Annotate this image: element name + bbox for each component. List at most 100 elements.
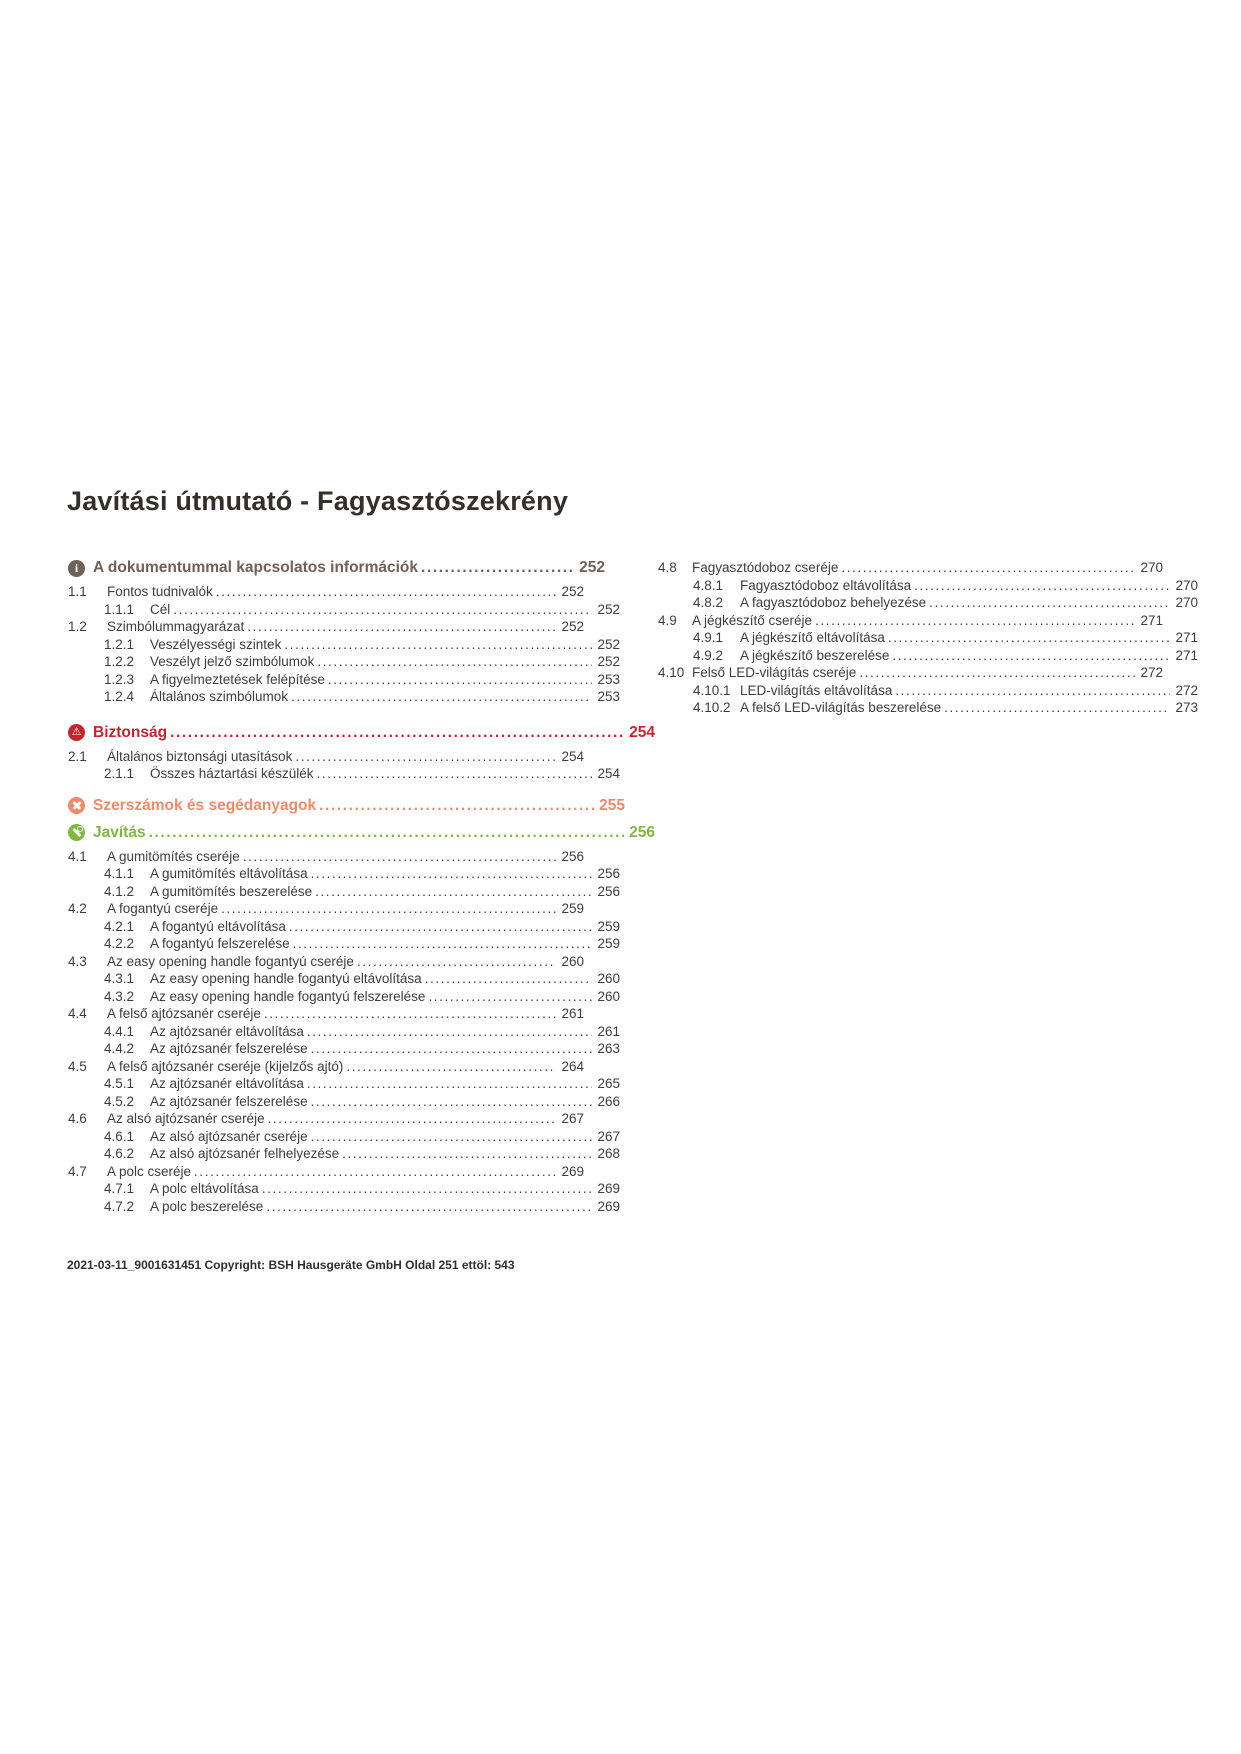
toc-entry-label: Az alsó ajtózsanér cseréje xyxy=(107,1111,265,1126)
dot-leader xyxy=(311,1093,593,1111)
dot-leader xyxy=(243,848,557,866)
toc-entry[interactable]: 1.2.1 Veszélyességi szintek 252 xyxy=(68,636,620,654)
toc-entry-page: 252 xyxy=(597,636,620,652)
toc-entry-label: A gumitömítés cseréje xyxy=(107,848,240,864)
toc-entry[interactable]: 4.2.2 A fogantyú felszerelése 259 xyxy=(68,935,620,953)
dot-leader xyxy=(293,935,593,953)
dot-leader xyxy=(295,748,556,766)
toc-entry[interactable]: 2.1.1 Összes háztartási készülék 254 xyxy=(68,765,620,783)
toc-entry[interactable]: 1.1.1 Cél 252 xyxy=(68,601,620,619)
toc-entry[interactable]: 4.8.1 Fagyasztódoboz eltávolítása 270 xyxy=(658,577,1198,595)
dot-leader xyxy=(268,1110,557,1128)
toc-entry[interactable]: 4.1.2 A gumitömítés beszerelése 256 xyxy=(68,883,620,901)
toc-entry-number: 4.2.1 xyxy=(104,918,135,934)
toc-entry[interactable]: 4.1.1 A gumitömítés eltávolítása 256 xyxy=(68,865,620,883)
toc-entry-label: Összes háztartási készülék xyxy=(150,766,314,781)
toc-entry-number: 4.8.1 xyxy=(693,577,724,593)
toc-entry[interactable]: 4.4.1 Az ajtózsanér eltávolítása 261 xyxy=(68,1023,620,1041)
toc-entry-page: 259 xyxy=(561,901,584,916)
toc-entry-page: 254 xyxy=(629,723,655,741)
toc-entry-number: 1.2.1 xyxy=(104,636,135,652)
toc-entry[interactable]: 1.2.2 Veszélyt jelző szimbólumok 252 xyxy=(68,653,620,671)
toc-entry[interactable]: 4.4 A felső ajtózsanér cseréje 261 xyxy=(68,1005,584,1023)
toc-entry-number: 4.5.2 xyxy=(104,1093,135,1109)
toc-section-heading-info[interactable]: i A dokumentummal kapcsolatos információk… xyxy=(68,557,605,579)
toc-section-heading-safety[interactable]: ⚠ Biztonság 254 xyxy=(68,722,655,744)
dot-leader xyxy=(888,629,1171,647)
toc-entry-number: 4.5 xyxy=(68,1058,87,1074)
toc-entry[interactable]: 4.1 A gumitömítés cseréje 256 xyxy=(68,848,584,866)
toc-entry-label: LED-világítás eltávolítása xyxy=(740,682,893,698)
toc-entry-number: 1.2.2 xyxy=(104,654,135,669)
toc-entry[interactable]: 1.2.4 Általános szimbólumok 253 xyxy=(68,688,620,706)
toc-entry[interactable]: 4.6.1 Az alsó ajtózsanér cseréje 267 xyxy=(68,1128,620,1146)
toc-entry-page: 273 xyxy=(1175,700,1198,715)
toc-entry[interactable]: 4.9.2 A jégkészítő beszerelése 271 xyxy=(658,647,1198,665)
toc-entry-page: 270 xyxy=(1175,595,1198,610)
toc-entry-page: 271 xyxy=(1175,647,1198,663)
toc-entry[interactable]: 4.5.1 Az ajtózsanér eltávolítása 265 xyxy=(68,1075,620,1093)
toc-entry[interactable]: 4.3.2 Az easy opening handle fogantyú fel… xyxy=(68,988,620,1006)
dot-leader xyxy=(194,1163,556,1181)
toc-section-heading-tools[interactable]: Szerszámok és segédanyagok 255 xyxy=(68,795,625,817)
toc-entry-number: 4.3 xyxy=(68,953,87,969)
page-title: Javítási útmutató - Fagyasztószekrény xyxy=(67,486,569,516)
toc-entry[interactable]: 4.5 A felső ajtózsanér cseréje (kijelzős … xyxy=(68,1058,584,1076)
toc-entry[interactable]: 4.7.1 A polc eltávolítása 269 xyxy=(68,1180,620,1198)
toc-entry[interactable]: 4.8 Fagyasztódoboz cseréje 270 xyxy=(658,559,1163,577)
toc-entry-number: 4.7.2 xyxy=(104,1198,135,1214)
toc-entry[interactable]: 4.6 Az alsó ajtózsanér cseréje 267 xyxy=(68,1110,584,1128)
toc-entry-page: 260 xyxy=(597,988,620,1004)
toc-entry[interactable]: 4.6.2 Az alsó ajtózsanér felhelyezése 268 xyxy=(68,1145,620,1163)
dot-leader xyxy=(266,1198,592,1216)
toc-entry[interactable]: 1.2 Szimbólummagyarázat 252 xyxy=(68,618,584,636)
toc-entry-page: 260 xyxy=(561,953,584,969)
toc-entry-label: Általános biztonsági utasítások xyxy=(107,748,293,764)
dot-leader xyxy=(346,1058,556,1076)
dot-leader xyxy=(328,671,593,689)
toc-entry-label: A jégkészítő eltávolítása xyxy=(740,630,885,645)
toc-entry[interactable]: 4.7.2 A polc beszerelése 269 xyxy=(68,1198,620,1216)
toc-entry-number: 4.5.1 xyxy=(104,1076,135,1091)
dot-leader xyxy=(357,953,557,971)
dot-leader xyxy=(317,765,593,783)
toc-entry-number: 4.4.1 xyxy=(104,1023,135,1039)
toc-entry-page: 270 xyxy=(1175,577,1198,593)
toc-entry[interactable]: 4.5.2 Az ajtózsanér felszerelése 266 xyxy=(68,1093,620,1111)
toc-entry[interactable]: 4.3.1 Az easy opening handle fogantyú elt… xyxy=(68,970,620,988)
toc-entry-number: 4.1.1 xyxy=(104,866,135,881)
toc-entry-number: 4.8.2 xyxy=(693,595,724,610)
toc-entry[interactable]: 4.10.1 LED-világítás eltávolítása 272 xyxy=(658,682,1198,700)
toc-entry[interactable]: 4.10.2 A felső LED-világítás beszerelése 2… xyxy=(658,699,1198,717)
dot-leader xyxy=(859,664,1135,682)
toc-entry[interactable]: 4.2 A fogantyú cseréje 259 xyxy=(68,900,584,918)
toc-entry[interactable]: 4.4.2 Az ajtózsanér felszerelése 263 xyxy=(68,1040,620,1058)
dot-leader xyxy=(170,722,624,744)
toc-entry[interactable]: 4.9.1 A jégkészítő eltávolítása 271 xyxy=(658,629,1198,647)
dot-leader xyxy=(311,1128,593,1146)
toc-entry-label: Az ajtózsanér felszerelése xyxy=(150,1093,308,1109)
toc-entry[interactable]: 4.3 Az easy opening handle fogantyú cseré… xyxy=(68,953,584,971)
toc-entry-label: Az easy opening handle fogantyú felszere… xyxy=(150,988,426,1004)
toc-section-heading-repair[interactable]: Javítás 256 xyxy=(68,822,655,844)
toc-entry-page: 272 xyxy=(1140,665,1163,680)
toc-entry[interactable]: 1.2.3 A figyelmeztetések felépítése 253 xyxy=(68,671,620,689)
toc-entry-label: A fogantyú eltávolítása xyxy=(150,918,286,934)
toc-entry-label: Általános szimbólumok xyxy=(150,689,289,704)
toc-entry[interactable]: 4.2.1 A fogantyú eltávolítása 259 xyxy=(68,918,620,936)
toc-entry[interactable]: 2.1 Általános biztonsági utasítások 254 xyxy=(68,748,584,766)
toc-entry-number: 4.2 xyxy=(68,901,87,916)
toc-entry-page: 252 xyxy=(561,619,584,634)
toc-entry-number: 1.2.3 xyxy=(104,671,135,687)
toc-entry[interactable]: 4.10 Felső LED-világítás cseréje 272 xyxy=(658,664,1163,682)
dot-leader xyxy=(914,577,1170,595)
toc-entry-page: 260 xyxy=(597,971,620,986)
dot-leader xyxy=(428,988,592,1006)
toc-entry[interactable]: 4.9 A jégkészítő cseréje 271 xyxy=(658,612,1163,630)
toc-entry-page: 261 xyxy=(597,1023,620,1039)
toc-entry[interactable]: 4.7 A polc cseréje 269 xyxy=(68,1163,584,1181)
toc-entry[interactable]: 1.1 Fontos tudnivalók 252 xyxy=(68,583,584,601)
toc-entry[interactable]: 4.8.2 A fagyasztódoboz behelyezése 270 xyxy=(658,594,1198,612)
dot-leader xyxy=(284,636,592,654)
